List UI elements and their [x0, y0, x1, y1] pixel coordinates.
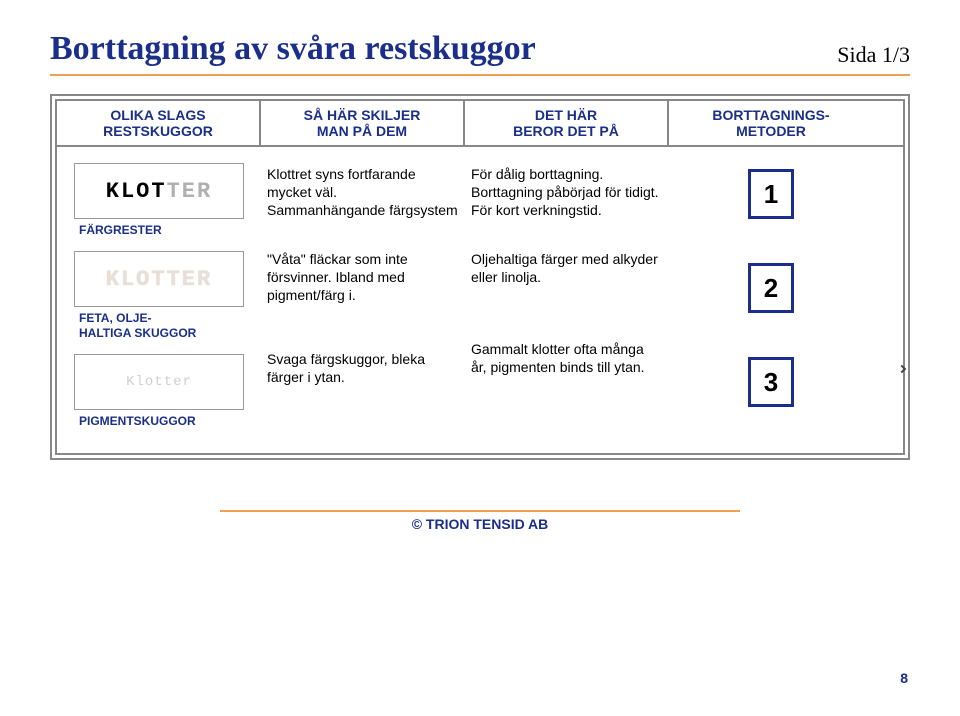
page-title: Borttagning av svåra restskuggor — [50, 30, 536, 68]
method-box-3: 3 — [748, 357, 794, 407]
desc3-3: Gammalt klotter ofta många år, pigmenten… — [471, 340, 663, 376]
method-box-2: 2 — [748, 263, 794, 313]
header-col4: BORTTAGNINGS-METODER — [669, 101, 873, 145]
title-underline — [50, 74, 910, 76]
sample2-text: KLOTTER — [106, 267, 212, 292]
page-indicator: Sida 1/3 — [837, 42, 910, 68]
sample-box-3: Klotter — [74, 354, 244, 410]
table-frame: OLIKA SLAGSRESTSKUGGOR SÅ HÄR SKILJERMAN… — [50, 94, 910, 460]
sample1-light: TER — [167, 179, 213, 204]
label-fargrester: FÄRGRESTER — [79, 223, 255, 237]
method-box-1: 1 — [748, 169, 794, 219]
footer-copyright: © TRION TENSID AB — [50, 516, 910, 532]
header-col1: OLIKA SLAGSRESTSKUGGOR — [57, 101, 261, 145]
label-feta: FETA, OLJE-HALTIGA SKUGGOR — [79, 311, 255, 340]
desc3-2: Oljehaltiga färger med alkyder eller lin… — [471, 250, 663, 286]
desc2-3: Svaga färgskuggor, bleka färger i ytan. — [267, 350, 459, 386]
desc2-1: Klottret syns fortfarande mycket väl. Sa… — [267, 165, 459, 220]
footer-page-number: 8 — [900, 670, 908, 686]
col-metoder: 1 2 3 — [669, 147, 873, 453]
table-header-row: OLIKA SLAGSRESTSKUGGOR SÅ HÄR SKILJERMAN… — [57, 101, 903, 147]
sample-box-2: KLOTTER — [74, 251, 244, 307]
desc3-1: För dålig borttagning. Borttagning påbör… — [471, 165, 663, 220]
label-pigment: PIGMENTSKUGGOR — [79, 414, 255, 428]
sample1-dark: KLOT — [106, 179, 167, 204]
footer-rule — [220, 510, 740, 512]
desc2-2: "Våta" fläckar som inte försvinner. Ibla… — [267, 250, 459, 305]
col-beror: För dålig borttagning. Borttagning påbör… — [465, 147, 669, 453]
sample-box-1: KLOTTER — [74, 163, 244, 219]
col-skiljer: Klottret syns fortfarande mycket väl. Sa… — [261, 147, 465, 453]
header-col3: DET HÄRBEROR DET PÅ — [465, 101, 669, 145]
header-col2: SÅ HÄR SKILJERMAN PÅ DEM — [261, 101, 465, 145]
sample3-text: Klotter — [126, 374, 192, 390]
col-restskuggor: KLOTTER FÄRGRESTER KLOTTER FETA, OLJE-HA… — [57, 147, 261, 453]
